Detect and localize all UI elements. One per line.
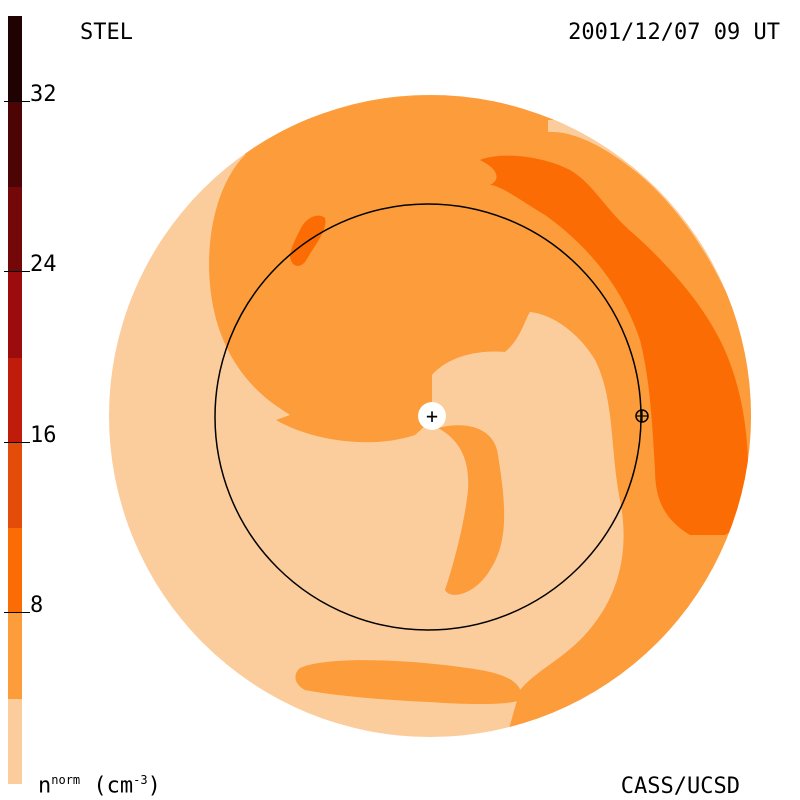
colorbar-segment bbox=[8, 612, 22, 699]
colorbar-segment bbox=[8, 16, 22, 102]
density-region-high bbox=[480, 155, 749, 535]
unit-superscript: norm bbox=[51, 773, 81, 787]
source-label: STEL bbox=[80, 20, 133, 45]
colorbar-segment bbox=[8, 527, 22, 614]
unit-paren: (cm bbox=[93, 773, 134, 799]
colorbar-tick-label: 16 bbox=[30, 423, 57, 448]
colorbar-tick-label: 8 bbox=[30, 593, 44, 618]
unit-exponent: -3 bbox=[133, 773, 148, 787]
color-scale-bar bbox=[8, 16, 22, 784]
colorbar-tick-32 bbox=[4, 101, 30, 102]
credit-label: CASS/UCSD bbox=[620, 774, 740, 799]
colorbar-segment bbox=[8, 271, 22, 358]
colorbar-segment bbox=[8, 442, 22, 529]
colorbar-tick-16 bbox=[4, 442, 30, 443]
colorbar-tick-label: 32 bbox=[30, 82, 57, 107]
colorbar-segment bbox=[8, 101, 22, 188]
unit-close: ) bbox=[147, 773, 161, 799]
density-region-mid bbox=[295, 660, 521, 705]
unit-base: n bbox=[38, 773, 52, 799]
colorbar-segment bbox=[8, 356, 22, 443]
colorbar-tick-24 bbox=[4, 271, 30, 272]
colorbar-segment bbox=[8, 186, 22, 273]
colorbar-segment bbox=[8, 697, 22, 784]
sun-marker bbox=[418, 402, 446, 430]
density-region-mid bbox=[438, 425, 505, 595]
timestamp: 2001/12/07 09 UT bbox=[568, 20, 780, 45]
unit-label: nnorm (cm-3) bbox=[38, 774, 161, 797]
sun-symbol: + bbox=[426, 404, 438, 428]
earth-orbit-circle bbox=[214, 203, 642, 631]
colorbar-tick-label: 24 bbox=[30, 252, 57, 277]
colorbar-tick-8 bbox=[4, 612, 30, 613]
